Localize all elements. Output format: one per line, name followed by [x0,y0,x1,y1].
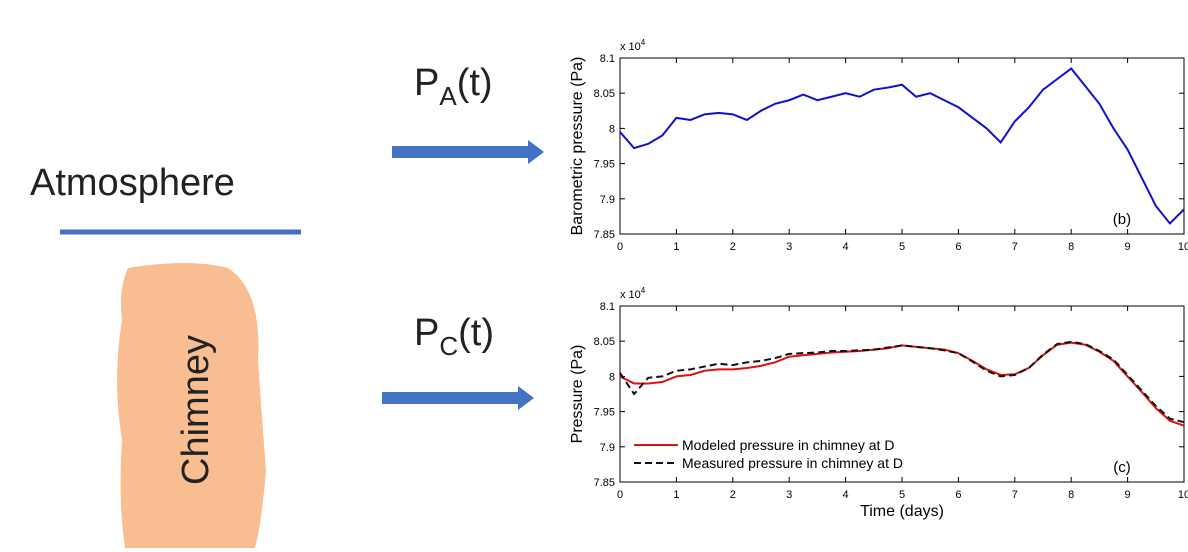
x-tick-label: 0 [617,241,623,253]
arrow [392,140,544,164]
x-tick-label: 6 [955,489,961,501]
atmosphere-label: Atmosphere [30,162,235,204]
x-tick-label: 1 [673,489,679,501]
x-tick-label: 5 [899,241,905,253]
x-tick-label: 8 [1068,241,1074,253]
y-tick-label: 8.1 [600,301,615,313]
x-tick-label: 4 [843,241,849,253]
multiplier-exponent: 4 [641,286,646,295]
x-tick-label: 3 [786,489,792,501]
symbol: P [414,62,439,104]
chimney-label: Chimney [175,335,217,485]
y-tick-label: 7.95 [594,407,615,419]
subscript: C [439,331,458,361]
plot-frame [619,57,1185,235]
legend-label: Measured pressure in chimney at D [682,455,903,471]
data-line [619,341,1185,427]
x-tick-label: 8 [1068,489,1074,501]
multiplier-base: x 10 [620,41,641,53]
y-tick-label: 8.05 [594,336,615,348]
y-tick-label: 7.95 [594,159,615,171]
y-axis-label: Pressure (Pa) [569,345,586,444]
chimney-shape [117,263,266,548]
argument: (t) [458,312,494,354]
panel-label: (b) [1113,211,1131,228]
symbol: P [414,312,439,354]
x-tick-label: 6 [955,241,961,253]
x-tick-label: 2 [730,489,736,501]
multiplier-base: x 10 [620,289,641,301]
arrow-label: PA(t) [414,62,493,111]
plot-frame [619,305,1185,483]
x-tick-label: 9 [1125,241,1131,253]
y-tick-label: 8 [609,123,615,135]
y-tick-label: 7.9 [600,442,615,454]
subscript: A [439,81,457,111]
arrow-label: PC(t) [414,312,494,361]
x-tick-label: 9 [1125,489,1131,501]
axis-multiplier: x 104 [620,286,646,301]
x-axis-label: Time (days) [860,503,944,520]
y-tick-label: 7.9 [600,194,615,206]
panel-label: (c) [1113,459,1131,476]
argument: (t) [457,62,493,104]
y-tick-label: 8.1 [600,53,615,65]
x-tick-label: 7 [1012,241,1018,253]
x-tick-label: 10 [1178,241,1188,253]
x-tick-label: 10 [1178,489,1188,501]
arrow [382,386,534,410]
y-tick-label: 8 [609,371,615,383]
x-tick-label: 0 [617,489,623,501]
x-tick-label: 2 [730,241,736,253]
data-line [619,67,1185,225]
data-line [619,340,1185,424]
y-tick-label: 7.85 [594,229,615,241]
x-tick-label: 5 [899,489,905,501]
axis-multiplier: x 104 [620,38,646,53]
multiplier-exponent: 4 [641,38,646,47]
legend-label: Modeled pressure in chimney at D [682,437,894,453]
x-tick-label: 3 [786,241,792,253]
y-tick-label: 8.05 [594,88,615,100]
y-axis-label: Barometric pressure (Pa) [569,57,586,236]
x-tick-label: 4 [843,489,849,501]
y-tick-label: 7.85 [594,477,615,489]
x-tick-label: 7 [1012,489,1018,501]
x-tick-label: 1 [673,241,679,253]
